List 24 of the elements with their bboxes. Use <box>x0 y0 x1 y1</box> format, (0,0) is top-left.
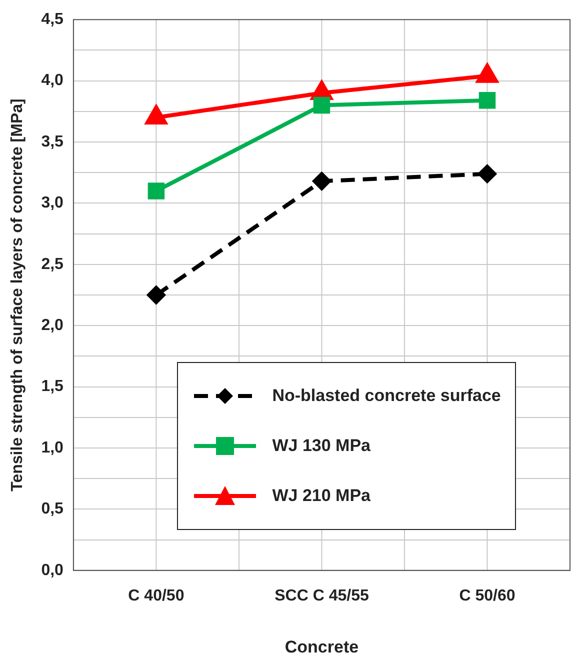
x-axis-title: Concrete <box>284 637 359 656</box>
x-tick-label: C 50/60 <box>459 587 516 604</box>
y-tick-label: 2,0 <box>41 317 64 334</box>
x-tick-label: C 40/50 <box>128 587 184 604</box>
y-tick-label: 3,0 <box>41 194 64 212</box>
point <box>147 286 166 304</box>
legend-label: No-blasted concrete surface <box>272 386 501 406</box>
y-tick-label: 2,5 <box>41 256 64 273</box>
y-tick-label: 0,0 <box>41 562 64 579</box>
y-tick-label: 1,0 <box>41 439 64 456</box>
y-tick-label: 4,5 <box>41 11 64 28</box>
y-tick-label: 0,5 <box>41 500 64 518</box>
y-tick-label: 1,5 <box>41 378 64 396</box>
point <box>478 92 496 109</box>
point <box>313 96 330 114</box>
legend-label: WJ 210 MPa <box>272 486 370 506</box>
y-tick-label: 3,5 <box>41 133 64 150</box>
legend-label: WJ 130 MPa <box>272 436 370 456</box>
point <box>148 182 165 200</box>
y-tick-label: 4,0 <box>41 72 64 90</box>
point <box>312 172 331 190</box>
x-tick-label: SCC C 45/55 <box>274 587 369 604</box>
point <box>478 164 496 183</box>
y-axis-title: Tensile strength of surface layers of concrete [MPa] <box>9 98 26 492</box>
